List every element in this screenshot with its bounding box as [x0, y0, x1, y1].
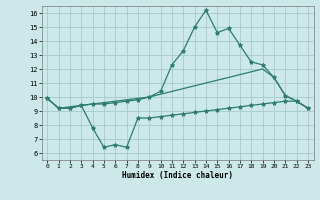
- X-axis label: Humidex (Indice chaleur): Humidex (Indice chaleur): [122, 171, 233, 180]
